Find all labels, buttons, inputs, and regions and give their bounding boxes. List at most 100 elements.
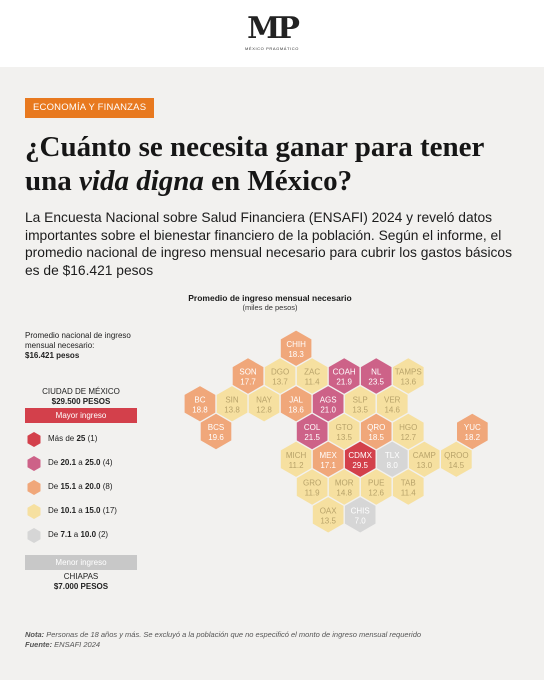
site-header: MP MÉXICO PRAGMÁTICO	[0, 0, 544, 67]
category-tag[interactable]: ECONOMÍA Y FINANZAS	[25, 98, 155, 118]
state-value: 17.1	[320, 461, 336, 470]
state-value: 21.5	[304, 433, 320, 442]
state-value: 29.5	[352, 461, 368, 470]
hex-shape	[328, 413, 360, 450]
state-abbr: ZAC	[304, 368, 320, 377]
hex-shape	[376, 441, 408, 477]
hex-shape	[360, 413, 392, 450]
hex-shape	[409, 441, 440, 477]
state-abbr: MICH	[286, 451, 307, 460]
hex-shape	[312, 441, 344, 477]
hex-shape	[280, 386, 312, 422]
state-value: 13.6	[400, 378, 416, 387]
state-value: 11.4	[401, 489, 417, 498]
state-value: 12.8	[256, 405, 272, 414]
chart-title: Promedio de ingreso mensual necesario	[188, 293, 352, 303]
hex-shape	[360, 358, 392, 394]
state-abbr: DGO	[271, 368, 289, 377]
legend-label: De 20.1 a 25.0 (4)	[48, 458, 113, 467]
legend-label: De 7.1 a 10.0 (2)	[48, 530, 109, 539]
state-value: 14.5	[449, 461, 465, 470]
hex-shape	[360, 469, 392, 505]
hex-shape	[296, 358, 328, 394]
state-value: 7.0	[355, 516, 367, 525]
state-value: 11.9	[305, 489, 321, 498]
hex-shape	[296, 413, 328, 450]
intro-paragraph: La Encuesta Nacional sobre Salud Financi…	[25, 210, 512, 278]
state-abbr: YUC	[464, 423, 481, 432]
hex-shape	[457, 413, 488, 450]
state-value: 11.2	[289, 461, 305, 470]
state-value: 18.3	[288, 350, 304, 359]
state-abbr: CDMX	[348, 451, 372, 460]
state-abbr: BCS	[208, 423, 224, 432]
brand-name: MÉXICO PRAGMÁTICO	[245, 46, 299, 51]
title-part-1: ¿Cuánto se necesita ganar para tener una	[25, 131, 484, 197]
hex-shape	[392, 413, 424, 450]
hex-shape	[344, 386, 376, 422]
state-value: 18.6	[288, 405, 304, 414]
chart-subtitle: (miles de pesos)	[242, 303, 298, 312]
hex-shape	[184, 386, 216, 422]
state-value: 13.5	[320, 516, 336, 525]
title-part-2: en México?	[203, 165, 353, 197]
state-abbr: AGS	[320, 395, 337, 404]
state-abbr: MOR	[335, 479, 354, 488]
state-abbr: NAY	[256, 395, 273, 404]
highest-bar: Mayor ingreso	[25, 408, 137, 423]
state-value: 13.5	[352, 405, 368, 414]
state-value: 21.0	[320, 405, 336, 414]
state-value: 12.6	[368, 489, 384, 498]
state-value: 23.5	[368, 378, 384, 387]
hex-shape	[200, 413, 232, 450]
state-abbr: PUE	[368, 479, 384, 488]
state-value: 8.0	[387, 461, 399, 470]
hex-shape	[280, 330, 312, 366]
legend-label: Más de 25 (1)	[48, 434, 98, 443]
lowest-place: CHIAPAS $7.000 PESOS	[25, 572, 137, 592]
source-label: Fuente:	[25, 640, 53, 649]
lowest-place-value: $7.000 PESOS	[53, 582, 109, 591]
hex-shape	[296, 469, 328, 505]
footer-note: Nota: Personas de 18 años y más. Se excl…	[25, 630, 525, 640]
brand-logo[interactable]: MP MÉXICO PRAGMÁTICO	[236, 14, 308, 54]
state-value: 12.7	[400, 433, 416, 442]
lowest-bar: Menor ingreso	[25, 555, 137, 570]
footer: Nota: Personas de 18 años y más. Se excl…	[25, 630, 525, 650]
hex-shape	[441, 441, 472, 477]
state-value: 14.6	[384, 405, 400, 414]
